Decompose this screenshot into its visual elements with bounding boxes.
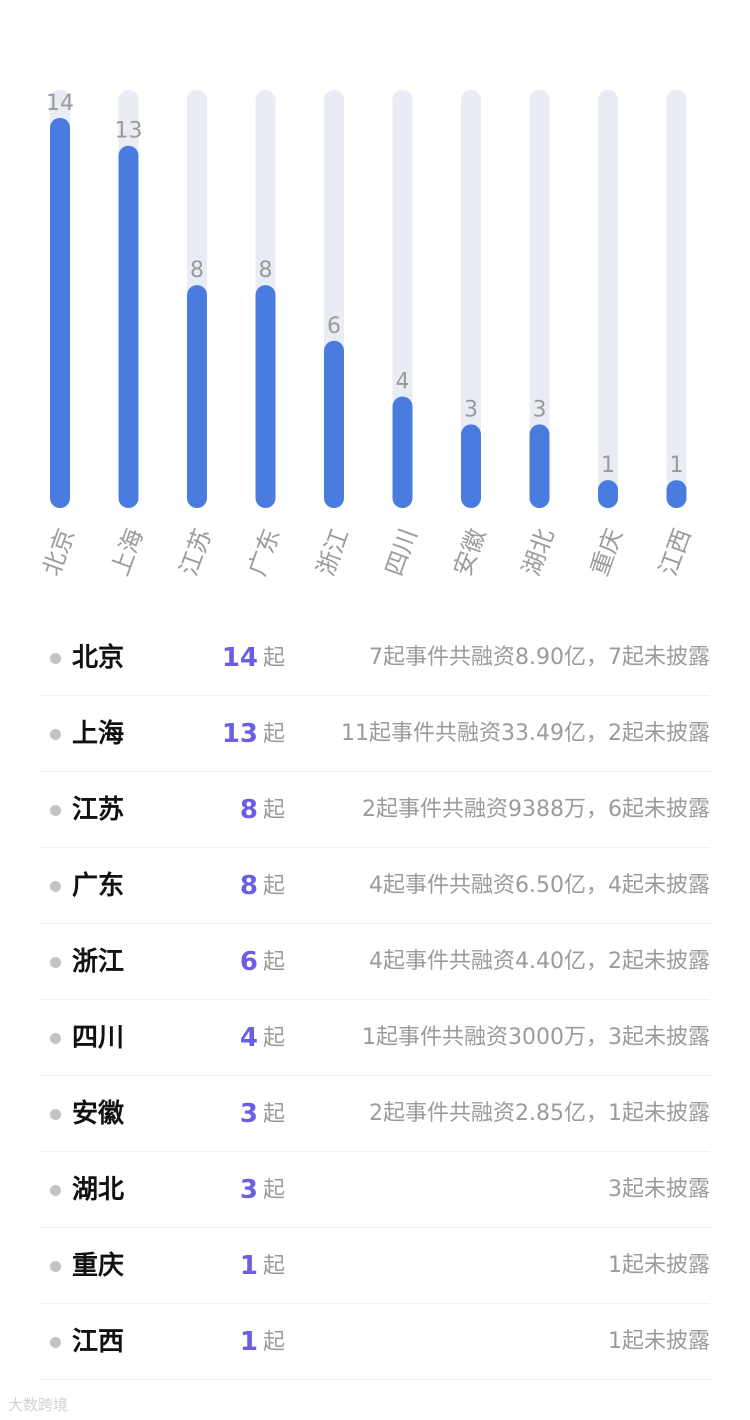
count-unit: 起 xyxy=(263,950,286,975)
event-count: 4 xyxy=(239,1023,258,1053)
table-row: 江苏 8 起 2起事件共融资9388万，6起未披露 xyxy=(40,772,710,848)
event-count: 1 xyxy=(239,1327,258,1357)
bar xyxy=(324,340,344,508)
count-unit: 起 xyxy=(263,1026,286,1051)
funding-summary: 4起事件共融资4.40亿，2起未披露 xyxy=(369,949,710,974)
event-count: 6 xyxy=(239,947,258,977)
region-name: 四川 xyxy=(72,1023,125,1053)
funding-summary: 2起事件共融资2.85亿，1起未披露 xyxy=(369,1101,710,1126)
region-name: 重庆 xyxy=(72,1251,125,1281)
funding-summary: 7起事件共融资8.90亿，7起未披露 xyxy=(369,645,710,670)
x-tick-label: 湖北 xyxy=(517,525,560,580)
event-count: 13 xyxy=(221,719,258,749)
x-tick-label: 广东 xyxy=(243,525,286,580)
event-count: 8 xyxy=(239,795,258,825)
table-row: 江西 1 起 1起未披露 xyxy=(40,1304,710,1380)
bullet-dot xyxy=(50,1261,61,1272)
bar-track xyxy=(666,90,687,508)
funding-summary: 1起未披露 xyxy=(608,1329,710,1354)
watermark-logo: 大数跨境 xyxy=(8,1396,69,1414)
bar-track xyxy=(461,90,481,508)
x-tick-label: 江苏 xyxy=(174,525,217,580)
table-row: 广东 8 起 4起事件共融资6.50亿，4起未披露 xyxy=(40,848,710,924)
region-name: 上海 xyxy=(72,719,125,749)
bar-value-label: 3 xyxy=(464,397,478,422)
funding-summary: 1起未披露 xyxy=(608,1253,710,1278)
bar-track xyxy=(529,90,550,508)
region-name: 江苏 xyxy=(72,795,125,825)
bullet-dot xyxy=(50,653,61,664)
bar xyxy=(529,424,550,508)
bullet-dot xyxy=(50,1033,61,1044)
count-unit: 起 xyxy=(263,874,286,899)
region-name: 江西 xyxy=(72,1327,125,1357)
count-unit: 起 xyxy=(263,1178,286,1203)
bullet-dot xyxy=(50,1109,61,1120)
bar xyxy=(392,396,413,508)
count-unit: 起 xyxy=(263,1102,286,1127)
bar-value-label: 1 xyxy=(601,453,615,478)
bar xyxy=(255,285,276,508)
funding-summary: 2起事件共融资9388万，6起未披露 xyxy=(362,797,710,822)
bar-value-label: 14 xyxy=(46,91,74,116)
table-row: 重庆 1 起 1起未披露 xyxy=(40,1228,710,1304)
region-name: 北京 xyxy=(72,643,125,673)
x-tick-label: 上海 xyxy=(106,525,149,580)
x-tick-label: 安徽 xyxy=(448,525,491,580)
x-tick-label: 浙江 xyxy=(311,525,354,580)
count-unit: 起 xyxy=(263,646,286,671)
funding-summary: 11起事件共融资33.49亿，2起未披露 xyxy=(341,721,710,746)
region-name: 湖北 xyxy=(72,1175,125,1205)
bar-value-label: 6 xyxy=(327,314,341,339)
bar xyxy=(50,117,70,508)
count-unit: 起 xyxy=(263,722,286,747)
funding-summary: 4起事件共融资6.50亿，4起未披露 xyxy=(369,873,710,898)
bar-value-label: 8 xyxy=(190,258,204,283)
bar-value-label: 13 xyxy=(115,119,143,144)
bullet-dot xyxy=(50,957,61,968)
bullet-dot xyxy=(50,1185,61,1196)
x-tick-label: 江西 xyxy=(654,525,697,580)
bullet-dot xyxy=(50,729,61,740)
region-name: 浙江 xyxy=(72,947,125,977)
table-row: 上海 13 起 11起事件共融资33.49亿，2起未披露 xyxy=(40,696,710,772)
bullet-dot xyxy=(50,1337,61,1348)
bar xyxy=(461,424,481,508)
event-count: 3 xyxy=(239,1099,258,1129)
count-unit: 起 xyxy=(263,1254,286,1279)
bar-chart: 14 北京 13 上海 8 江苏 8 广东 6 浙江 4 四川 3 安徽 3 湖北 1 重庆 1 江西 xyxy=(37,90,697,580)
event-count: 14 xyxy=(221,643,258,673)
x-tick-label: 重庆 xyxy=(585,525,628,580)
bar-value-label: 4 xyxy=(396,370,410,395)
bullet-dot xyxy=(50,881,61,892)
region-table: 北京 14 起 7起事件共融资8.90亿，7起未披露 上海 13 起 11起事件… xyxy=(40,620,710,1380)
bar-track xyxy=(598,90,618,508)
bar-value-label: 3 xyxy=(533,397,547,422)
x-tick-label: 北京 xyxy=(37,525,80,580)
funding-summary: 3起未披露 xyxy=(608,1177,710,1202)
bar xyxy=(666,480,687,508)
region-name: 安徽 xyxy=(72,1099,125,1129)
table-row: 四川 4 起 1起事件共融资3000万，3起未披露 xyxy=(40,1000,710,1076)
bar-value-label: 8 xyxy=(259,258,273,283)
funding-summary: 1起事件共融资3000万，3起未披露 xyxy=(362,1025,710,1050)
table-row: 安徽 3 起 2起事件共融资2.85亿，1起未披露 xyxy=(40,1076,710,1152)
event-count: 3 xyxy=(239,1175,258,1205)
bar xyxy=(598,480,618,508)
bar xyxy=(187,285,207,508)
event-count: 8 xyxy=(239,871,258,901)
table-row: 北京 14 起 7起事件共融资8.90亿，7起未披露 xyxy=(40,620,710,696)
table-row: 湖北 3 起 3起未披露 xyxy=(40,1152,710,1228)
bullet-dot xyxy=(50,805,61,816)
x-tick-label: 四川 xyxy=(380,525,423,580)
event-count: 1 xyxy=(239,1251,258,1281)
bar-value-label: 1 xyxy=(670,453,684,478)
bar xyxy=(118,145,139,508)
count-unit: 起 xyxy=(263,1330,286,1355)
count-unit: 起 xyxy=(263,798,286,823)
table-row: 浙江 6 起 4起事件共融资4.40亿，2起未披露 xyxy=(40,924,710,1000)
region-name: 广东 xyxy=(72,871,125,901)
